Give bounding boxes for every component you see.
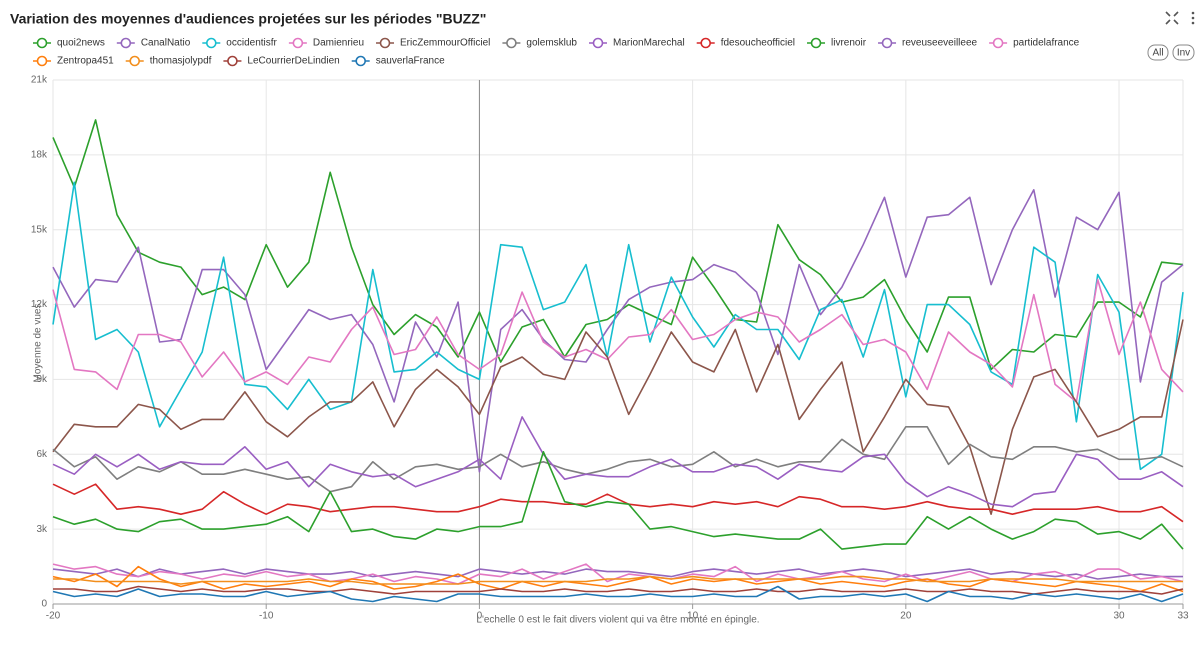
legend-label: LeCourrierDeLindien <box>247 56 339 67</box>
y-tick-label: 18k <box>31 149 48 160</box>
series-line <box>52 585 1184 603</box>
legend-item[interactable]: partidelafrance <box>989 38 1080 49</box>
y-tick-label: 9k <box>36 374 48 385</box>
legend-item[interactable]: MarionMarechal <box>589 38 685 49</box>
y-axis-label: Moyenne de vues <box>33 304 44 383</box>
series-line <box>53 575 1183 585</box>
all-button[interactable] <box>1147 44 1169 61</box>
menu-icon[interactable] <box>1191 11 1195 25</box>
y-tick-label: 15k <box>31 224 48 235</box>
toolbar-icons[interactable] <box>1165 11 1179 25</box>
legend-item[interactable]: fdesoucheofficiel <box>696 37 795 49</box>
legend-item[interactable]: sauverlaFrance <box>351 55 445 67</box>
x-tick-label: 10 <box>687 611 699 622</box>
x-tick-label: 30 <box>1113 611 1125 622</box>
y-tick-label: 0 <box>41 599 47 610</box>
series-line <box>52 278 1184 403</box>
legend-marker <box>36 55 48 67</box>
legend-item[interactable]: Zentropa451 <box>33 56 114 67</box>
legend-item[interactable]: Damienrieu <box>288 37 364 49</box>
legend-label: quoi2news <box>57 38 105 49</box>
legend-label: occidentisfr <box>226 38 277 49</box>
legend-label: CanalNatio <box>141 38 191 49</box>
menu-dot <box>1191 16 1195 20</box>
series-line <box>52 189 1184 473</box>
x-tick-label: -10 <box>259 611 274 622</box>
legend-item[interactable]: livrenoir <box>807 38 867 49</box>
x-tick-label: 20 <box>900 611 912 622</box>
y-tick-label: 12k <box>31 299 48 310</box>
legend-label: reveuseeveilleee <box>902 38 977 49</box>
menu-dot <box>1191 11 1195 15</box>
legend-marker <box>355 55 367 67</box>
series-line <box>53 585 1184 595</box>
legend-marker <box>292 37 304 49</box>
legend-marker <box>227 55 238 67</box>
annotation: L'echelle 0 est le fait divers violent q… <box>476 615 759 626</box>
legend-marker <box>592 37 604 49</box>
legend-marker <box>992 37 1004 49</box>
legend-label: partidelafrance <box>1013 38 1080 49</box>
fullscreen-icon[interactable] <box>1165 11 1179 25</box>
legend-item[interactable]: occidentisfr <box>202 37 278 49</box>
legend-item[interactable]: thomasjolypdf <box>125 55 212 67</box>
legend-marker <box>36 37 48 49</box>
legend-marker <box>205 37 217 49</box>
legend-item[interactable]: golemsklub <box>502 38 577 49</box>
series-line <box>52 483 1184 523</box>
y-tick-label: 6k <box>36 449 48 460</box>
series-line <box>52 181 1184 471</box>
legend-marker <box>810 37 822 49</box>
series-line <box>52 119 1184 371</box>
legend-label: EricZemmourOfficiel <box>400 38 490 49</box>
x-tick-label: -20 <box>46 611 61 622</box>
legend-marker <box>129 55 141 67</box>
legend-item[interactable]: CanalNatio <box>116 37 191 49</box>
legend-label: fdesoucheofficiel <box>721 38 795 49</box>
legend-item[interactable]: quoi2news <box>33 38 105 49</box>
legend-marker <box>506 37 517 49</box>
legend-label: MarionMarechal <box>613 38 685 49</box>
all-button-label[interactable]: All <box>1152 48 1163 59</box>
series-line <box>52 426 1184 493</box>
legend-item[interactable]: LeCourrierDeLindien <box>223 55 340 67</box>
legend-label: Damienrieu <box>313 38 364 49</box>
legend-label: Zentropa451 <box>57 56 114 67</box>
series-line <box>52 319 1184 515</box>
inv-button-label[interactable]: Inv <box>1177 48 1190 59</box>
menu-dot <box>1191 21 1195 25</box>
legend-item[interactable]: EricZemmourOfficiel <box>376 38 490 49</box>
y-tick-label: 21k <box>31 75 48 86</box>
legend-marker <box>379 37 391 49</box>
series-line <box>52 451 1184 550</box>
x-tick-label: 33 <box>1177 611 1189 622</box>
chart-title: Variation des moyennes d'audiences proje… <box>10 11 486 27</box>
x-tick-label: 0 <box>477 611 483 622</box>
legend-label: golemsklub <box>526 38 577 49</box>
legend-marker <box>881 37 893 49</box>
legend-label: livrenoir <box>831 38 867 49</box>
inv-button[interactable] <box>1172 44 1195 61</box>
legend-item[interactable]: reveuseeveilleee <box>878 37 978 49</box>
legend-label: thomasjolypdf <box>150 56 212 67</box>
y-tick-label: 3k <box>36 524 48 535</box>
legend-label: sauverlaFrance <box>376 56 445 67</box>
series-line <box>52 416 1184 508</box>
series-line <box>52 568 1183 580</box>
legend-marker <box>700 37 712 49</box>
legend-marker <box>120 37 132 49</box>
